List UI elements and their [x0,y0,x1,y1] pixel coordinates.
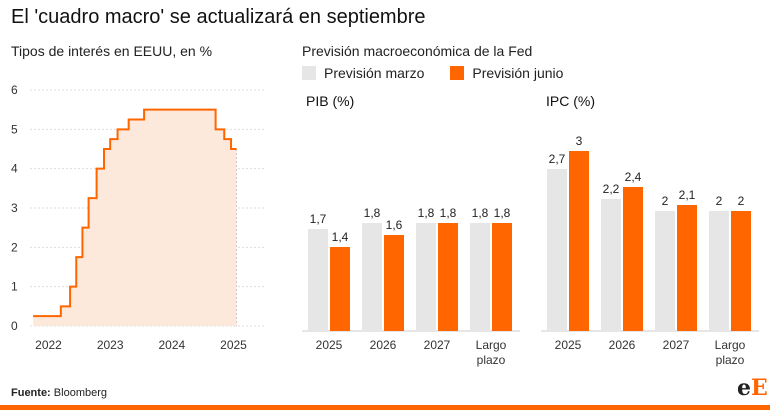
legend: Previsión marzo Previsión junio [302,64,589,82]
cpi-value-label-march: 2,7 [549,152,566,166]
gdp-value-label-march: 1,8 [472,206,489,220]
rate-xtick-label: 2025 [220,338,247,352]
chart-title: El 'cuadro macro' se actualizará en sept… [11,6,426,28]
gdp-panel-title: PIB (%) [306,93,355,109]
cpi-value-label-march: 2,2 [603,182,620,196]
source-label: Fuente: [11,387,51,399]
brand-logo: eE [737,377,768,399]
legend-swatch-march [302,66,316,80]
gdp-bar-june [384,235,404,331]
rate-ytick-label: 2 [11,240,18,254]
rate-xtick-label: 2024 [158,338,185,352]
rate-xtick-label: 2022 [35,338,62,352]
legend-label-june: Previsión junio [472,65,564,81]
gdp-xtick-label: 2026 [370,338,397,352]
legend-label-march: Previsión marzo [324,65,425,81]
rate-ytick-label: 4 [11,162,18,176]
cpi-xtick-label: 2027 [663,338,690,352]
cpi-bar-june [731,211,751,331]
logo-e-upper: E [751,375,768,401]
rate-ytick-label: 5 [11,122,18,136]
cpi-value-label-march: 2 [662,194,669,208]
cpi-panel-title: IPC (%) [546,93,595,109]
cpi-xtick-label: 2026 [609,338,636,352]
bottom-accent-bar [0,405,770,410]
gdp-bar-june [330,247,350,331]
cpi-bar-june [677,205,697,331]
cpi-bar-june [569,151,589,331]
gdp-value-label-march: 1,8 [418,206,435,220]
cpi-xtick-label: 2025 [555,338,582,352]
rate-area [33,109,237,327]
rate-ytick-label: 1 [11,280,18,294]
gdp-value-label-june: 1,6 [386,218,403,232]
gdp-xtick-label: Largo [476,338,507,352]
cpi-xtick-label-line2: plazo [716,353,745,367]
legend-swatch-june [450,66,465,80]
gdp-bar-march [416,223,436,331]
cpi-value-label-june: 2 [738,194,745,208]
gdp-value-label-march: 1,7 [310,212,327,226]
rate-ytick-label: 0 [11,319,18,333]
rate-xtick-label: 2023 [97,338,124,352]
source-name: Bloomberg [53,387,107,399]
gdp-value-label-march: 1,8 [364,206,381,220]
rate-ytick-label: 3 [11,201,18,215]
cpi-value-label-june: 2,1 [679,188,696,202]
cpi-bar-march [655,211,675,331]
rates-subtitle: Tipos de interés en EEUU, en % [11,43,213,59]
rate-line [33,108,237,318]
gdp-bar-june [492,223,512,331]
gdp-xtick-label-line2: plazo [477,353,506,367]
source-footer: Fuente: Bloomberg [11,387,107,399]
cpi-xtick-label: Largo [715,338,746,352]
cpi-bar-march [547,169,567,331]
rate-ytick-label: 6 [11,83,18,97]
fed-subtitle: Previsión macroeconómica de la Fed [302,43,533,59]
gdp-bar-march [362,223,382,331]
gdp-bar-june [438,223,458,331]
gdp-value-label-june: 1,8 [494,206,511,220]
gdp-bar-march [308,229,328,331]
cpi-bar-march [601,199,621,331]
cpi-bar-june [623,187,643,331]
cpi-value-label-june: 3 [576,134,583,148]
gdp-value-label-june: 1,4 [332,230,349,244]
gdp-xtick-label: 2025 [316,338,343,352]
logo-e-lower: e [737,375,751,401]
cpi-bar-march [709,211,729,331]
gdp-xtick-label: 2027 [424,338,451,352]
cpi-value-label-march: 2 [716,194,723,208]
cpi-value-label-june: 2,4 [625,170,642,184]
gdp-value-label-june: 1,8 [440,206,457,220]
gdp-bar-march [470,223,490,331]
